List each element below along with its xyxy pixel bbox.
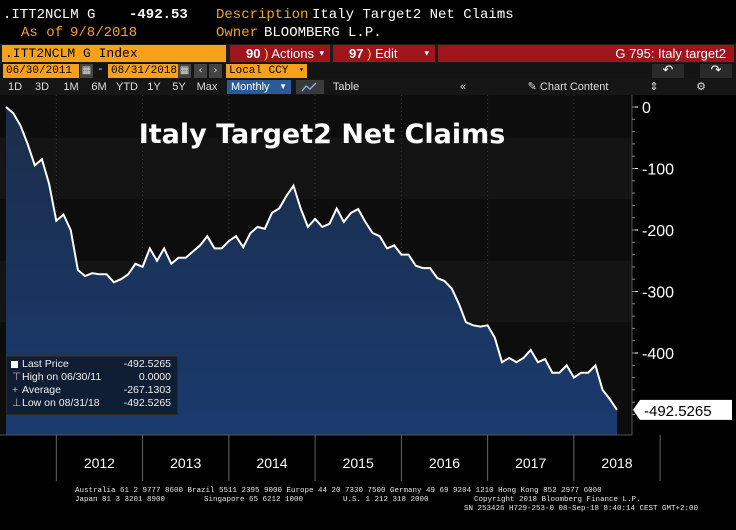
line-chart-icon[interactable]	[296, 80, 324, 94]
x-tick-label: 2014	[256, 455, 287, 471]
legend-swatch	[11, 361, 18, 368]
legend-average-label: Average	[22, 384, 61, 396]
frequency-select[interactable]: Monthly ▼	[227, 80, 291, 94]
period-1m[interactable]: 1M	[63, 81, 79, 93]
chart-legend: Last Price -492.5265 ⊤ High on 06/30/11 …	[6, 356, 178, 415]
owner-value: BLOOMBERG L.P.	[264, 25, 382, 41]
page-title: G 795: Italy target2	[615, 46, 726, 61]
actions-number: 90	[246, 46, 261, 61]
last-value: -492.53	[129, 7, 188, 23]
footer-contacts: Australia 61 2 9777 8600 Brazil 5511 239…	[75, 487, 602, 495]
period-bar	[0, 79, 736, 95]
x-tick-label: 2017	[515, 455, 546, 471]
legend-low-label: Low on 08/31/18	[22, 397, 100, 409]
description-label: Description	[216, 7, 309, 23]
start-date-input[interactable]: 06/30/2011	[3, 64, 79, 78]
redo-icon[interactable]: ↷	[700, 64, 732, 78]
y-tick-label: 0	[642, 100, 651, 117]
as-of-date: 9/8/2018	[70, 25, 138, 41]
frequency-label: Monthly	[231, 81, 270, 93]
ticker-code: .ITT2NCLM G	[3, 7, 96, 23]
arrow-left-icon[interactable]: ‹	[194, 64, 207, 78]
footer-session: SN 253426 H729-253-0 08-Sep-18 8:40:14 C…	[464, 505, 699, 513]
series-line	[5, 106, 618, 411]
x-tick-label: 2016	[429, 455, 460, 471]
period-1d[interactable]: 1D	[7, 81, 23, 93]
y-tick-label: -300	[642, 285, 674, 302]
gear-icon[interactable]: ⚙	[696, 81, 706, 93]
table-label: Table	[332, 81, 360, 93]
period-1y[interactable]: 1Y	[147, 81, 161, 93]
chart-content-label: Chart Content	[539, 81, 609, 93]
footer-singapore: Singapore 65 6212 1000	[204, 496, 304, 504]
currency-label: Local CCY	[229, 65, 289, 77]
footer-japan: Japan 81 3 3201 8900	[75, 496, 166, 504]
currency-select[interactable]: Local CCY ▾	[226, 64, 307, 78]
chevron-down-icon: ▾	[424, 48, 429, 58]
owner-label: Owner	[216, 25, 259, 41]
y-tick-label: -100	[642, 162, 674, 179]
chart-title: Italy Target2 Net Claims	[139, 119, 506, 150]
series-area	[6, 107, 617, 435]
edit-number: 97	[349, 46, 364, 61]
footer-copyright: Copyright 2018 Bloomberg Finance L.P.	[474, 496, 641, 504]
x-tick-label: 2015	[343, 455, 374, 471]
chart-area: 0 -100 -200 -300 -400 2012 2013 2014 2015 2016 20…	[0, 95, 732, 481]
x-tick-label: 2018	[601, 455, 632, 471]
edit-label: Edit	[375, 46, 398, 61]
chevron-down-icon: ▾	[319, 48, 324, 58]
calendar-icon[interactable]: ▦	[178, 64, 191, 78]
calendar-icon[interactable]: ▦	[80, 64, 93, 78]
legend-average-marker: +	[12, 384, 19, 396]
settings-icon: ✎	[527, 81, 537, 93]
legend-last-value: -492.5265	[123, 358, 171, 370]
end-date-input[interactable]: 08/31/2018	[108, 64, 180, 78]
page-title-button[interactable]: G 795: Italy target2	[438, 45, 734, 62]
chart-content-button[interactable]: ✎ Chart Content	[512, 80, 624, 94]
chevron-down-icon: ▼	[279, 82, 287, 91]
legend-average-value: -267.1303	[123, 384, 171, 396]
legend-low-marker: ⊥	[12, 397, 22, 409]
period-max[interactable]: Max	[196, 81, 218, 93]
legend-high-value: 0.0000	[138, 371, 171, 383]
chevron-down-icon: ▾	[299, 66, 304, 75]
grid-band	[0, 137, 632, 200]
date-separator: -	[97, 64, 104, 76]
last-value-label: -492.5265	[644, 403, 712, 420]
legend-low-value: -492.5265	[123, 397, 171, 409]
actions-button[interactable]: 90 ) Actions ▾	[230, 45, 330, 62]
as-of-label: As of	[21, 25, 64, 41]
period-6m[interactable]: 6M	[91, 81, 107, 93]
title-header: .ITT2NCLM G -492.53 Description Italy Ta…	[0, 0, 736, 44]
security-field[interactable]: .ITT2NCLM G Index	[2, 45, 226, 62]
footer-us: U.S. 1 212 318 2000	[343, 496, 429, 504]
y-tick-label: -200	[642, 223, 674, 240]
zoom-icon[interactable]: ⇕	[649, 81, 659, 93]
legend-high-marker: ⊤	[12, 371, 22, 383]
undo-icon[interactable]: ↶	[652, 64, 684, 78]
period-ytd[interactable]: YTD	[116, 81, 138, 93]
x-tick-label: 2012	[84, 455, 115, 471]
collapse-icon[interactable]: «	[459, 81, 467, 93]
period-3d[interactable]: 3D	[34, 81, 50, 93]
edit-button[interactable]: 97 ) Edit ▾	[333, 45, 435, 62]
legend-last-label: Last Price	[22, 358, 69, 370]
last-value-tag	[633, 399, 732, 420]
period-5y[interactable]: 5Y	[172, 81, 186, 93]
x-tick-label: 2013	[170, 455, 201, 471]
y-tick-label: -400	[642, 346, 674, 363]
actions-label: Actions	[271, 46, 314, 61]
legend-high-label: High on 06/30/11	[22, 371, 102, 383]
table-button[interactable]: Table	[328, 80, 364, 94]
description-value: Italy Target2 Net Claims	[312, 7, 514, 23]
arrow-right-icon[interactable]: ›	[209, 64, 222, 78]
